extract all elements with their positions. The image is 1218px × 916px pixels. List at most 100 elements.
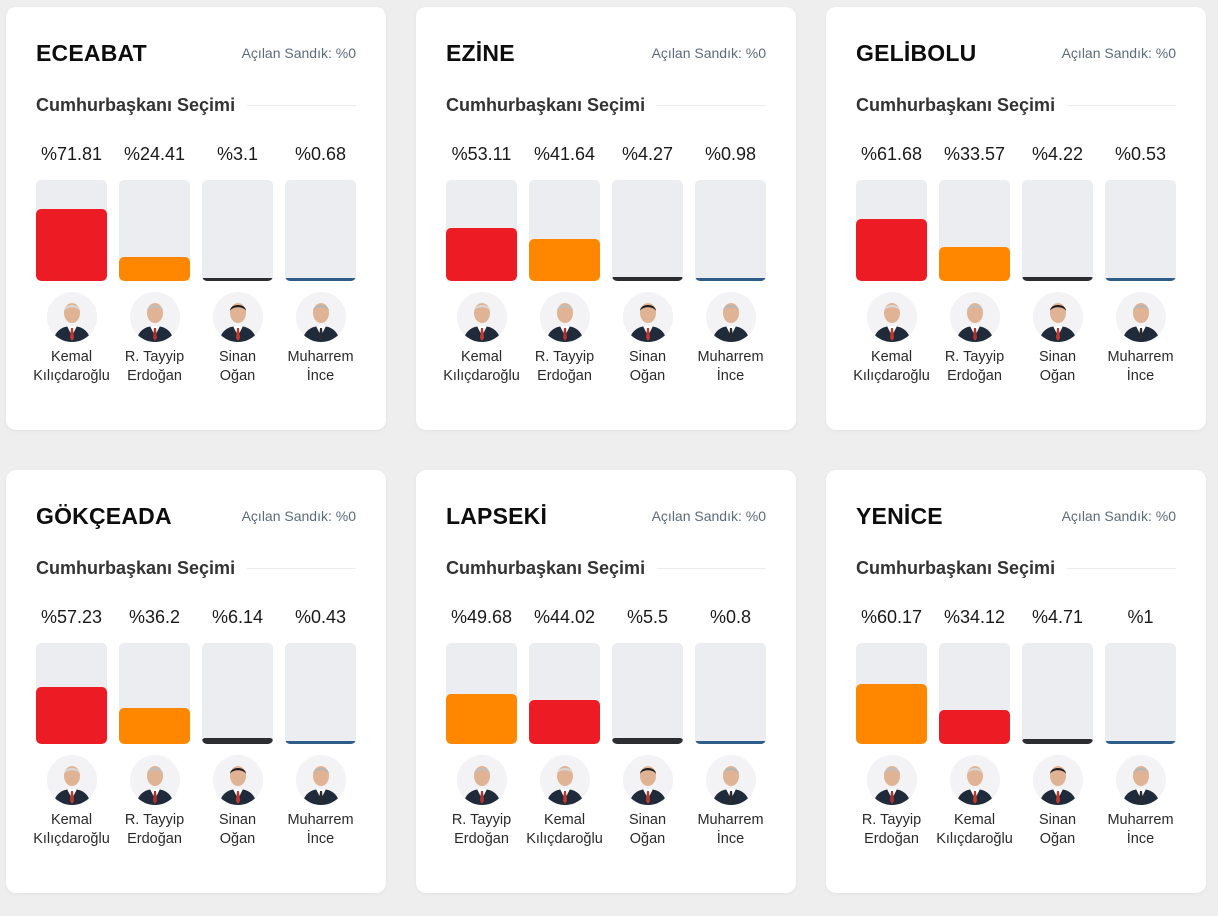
candidate-avatar: [129, 292, 180, 342]
district-card: GELİBOLU Açılan Sandık: %0 Cumhurbaşkanı S…: [826, 7, 1206, 430]
vote-bar: [1022, 739, 1093, 744]
section-header: Cumhurbaşkanı Seçimi: [446, 93, 766, 117]
candidate-avatar: [129, 755, 180, 805]
bar-track: [529, 180, 600, 281]
candidate-avatar: [295, 292, 346, 342]
candidate-avatar: [539, 755, 590, 805]
candidate-column: %53.11 Kemal Kılıçdaroğlu: [443, 143, 520, 386]
candidate-column: %33.57 R. Tayyip Erdoğan: [939, 143, 1010, 386]
district-title: LAPSEKİ: [446, 502, 548, 529]
divider: [657, 567, 766, 569]
vote-percentage-label: %33.57: [943, 144, 1006, 164]
opened-ballot-box-label: Açılan Sandık: %0: [241, 45, 356, 61]
opened-ballot-box-label: Açılan Sandık: %0: [241, 508, 356, 524]
vote-bar: [285, 278, 356, 281]
candidate-column: %4.22 Sinan Oğan: [1022, 143, 1093, 386]
section-header: Cumhurbaşkanı Seçimi: [446, 556, 766, 580]
vote-bar: [1022, 277, 1093, 281]
divider: [1067, 567, 1176, 569]
candidate-avatar: [539, 292, 590, 342]
candidate-name-line1: Muharrem: [1107, 349, 1174, 365]
candidate-avatar: [1115, 292, 1166, 342]
vote-bar: [202, 738, 273, 744]
candidate-name-line1: Muharrem: [287, 812, 354, 828]
candidate-column: %34.12 Kemal Kılıçdaroğlu: [936, 606, 1013, 849]
vote-bar: [939, 247, 1010, 281]
vote-bar: [856, 219, 927, 281]
vote-percentage-label: %0.53: [1114, 144, 1167, 164]
candidate-name-line2: Oğan: [629, 368, 666, 384]
candidate-column: %49.68 R. Tayyip Erdoğan: [446, 606, 517, 849]
candidate-avatar: [949, 292, 1000, 342]
vote-percentage-label: %71.81: [40, 144, 103, 164]
candidate-name: Kemal Kılıçdaroğlu: [847, 348, 937, 386]
election-title: Cumhurbaşkanı Seçimi: [446, 94, 646, 115]
election-title: Cumhurbaşkanı Seçimi: [856, 94, 1056, 115]
vote-percentage-label: %36.2: [128, 607, 181, 627]
vote-percentage-label: %0.68: [294, 144, 347, 164]
bar-chart: %71.81 Kemal Kılıçdaroğlu %24.41 R. Tayyip Er…: [33, 143, 356, 386]
candidate-name: Sinan Oğan: [193, 811, 283, 849]
district-card: EZİNE Açılan Sandık: %0 Cumhurbaşkanı Seçi…: [416, 7, 796, 430]
candidate-name-line2: Kılıçdaroğlu: [853, 368, 930, 384]
vote-bar: [1105, 741, 1176, 744]
candidate-column: %71.81 Kemal Kılıçdaroğlu: [33, 143, 110, 386]
vote-percentage-label: %6.14: [211, 607, 264, 627]
candidate-column: %57.23 Kemal Kılıçdaroğlu: [33, 606, 110, 849]
candidate-name-line1: Muharrem: [697, 812, 764, 828]
bar-track: [285, 180, 356, 281]
candidate-name-line2: İnce: [306, 831, 335, 847]
card-header: LAPSEKİ Açılan Sandık: %0: [446, 502, 766, 530]
candidate-name: Sinan Oğan: [603, 811, 693, 849]
opened-ballot-box-label: Açılan Sandık: %0: [651, 508, 766, 524]
candidate-name: Muharrem İnce: [686, 811, 776, 849]
candidate-avatar: [949, 755, 1000, 805]
section-header: Cumhurbaşkanı Seçimi: [856, 556, 1176, 580]
candidate-column: %0.53 Muharrem İnce: [1105, 143, 1176, 386]
candidate-name-line2: Oğan: [219, 368, 256, 384]
vote-bar: [529, 700, 600, 744]
card-header: YENİCE Açılan Sandık: %0: [856, 502, 1176, 530]
vote-percentage-label: %61.68: [860, 144, 923, 164]
vote-percentage-label: %4.27: [621, 144, 674, 164]
candidate-column: %6.14 Sinan Oğan: [202, 606, 273, 849]
bar-chart: %60.17 R. Tayyip Erdoğan %34.12 Kemal Kılıçda…: [856, 606, 1176, 849]
candidate-name-line1: Kemal: [50, 812, 93, 828]
candidate-column: %5.5 Sinan Oğan: [612, 606, 683, 849]
candidate-name-line1: Sinan: [1038, 349, 1077, 365]
candidate-name-line1: Sinan: [628, 349, 667, 365]
vote-bar: [695, 278, 766, 281]
candidate-name: R. Tayyip Erdoğan: [930, 348, 1020, 386]
card-header: ECEABAT Açılan Sandık: %0: [36, 39, 356, 67]
vote-bar: [36, 209, 107, 281]
election-title: Cumhurbaşkanı Seçimi: [446, 557, 646, 578]
district-card: ECEABAT Açılan Sandık: %0 Cumhurbaşkanı Se…: [6, 7, 386, 430]
bar-track: [612, 643, 683, 744]
district-title: ECEABAT: [36, 39, 147, 66]
card-header: GÖKÇEADA Açılan Sandık: %0: [36, 502, 356, 530]
bar-track: [119, 643, 190, 744]
district-title: GELİBOLU: [856, 39, 977, 66]
section-header: Cumhurbaşkanı Seçimi: [856, 93, 1176, 117]
candidate-avatar: [456, 292, 507, 342]
vote-percentage-label: %0.8: [709, 607, 752, 627]
bar-track: [939, 643, 1010, 744]
candidate-name-line1: Kemal: [870, 349, 913, 365]
candidate-name-line1: R. Tayyip: [124, 349, 185, 365]
candidate-name: Kemal Kılıçdaroğlu: [27, 348, 117, 386]
vote-percentage-label: %5.5: [626, 607, 669, 627]
candidate-avatar: [1032, 755, 1083, 805]
candidate-column: %0.98 Muharrem İnce: [695, 143, 766, 386]
vote-bar: [695, 741, 766, 744]
vote-bar: [36, 687, 107, 744]
vote-percentage-label: %44.02: [533, 607, 596, 627]
divider: [247, 567, 356, 569]
candidate-column: %60.17 R. Tayyip Erdoğan: [856, 606, 927, 849]
opened-ballot-box-label: Açılan Sandık: %0: [1061, 508, 1176, 524]
district-card: YENİCE Açılan Sandık: %0 Cumhurbaşkanı Seç…: [826, 470, 1206, 893]
vote-bar: [119, 257, 190, 281]
vote-bar: [612, 277, 683, 281]
bar-track: [1105, 180, 1176, 281]
candidate-name: Sinan Oğan: [1013, 348, 1103, 386]
candidate-name-line1: Sinan: [218, 349, 257, 365]
